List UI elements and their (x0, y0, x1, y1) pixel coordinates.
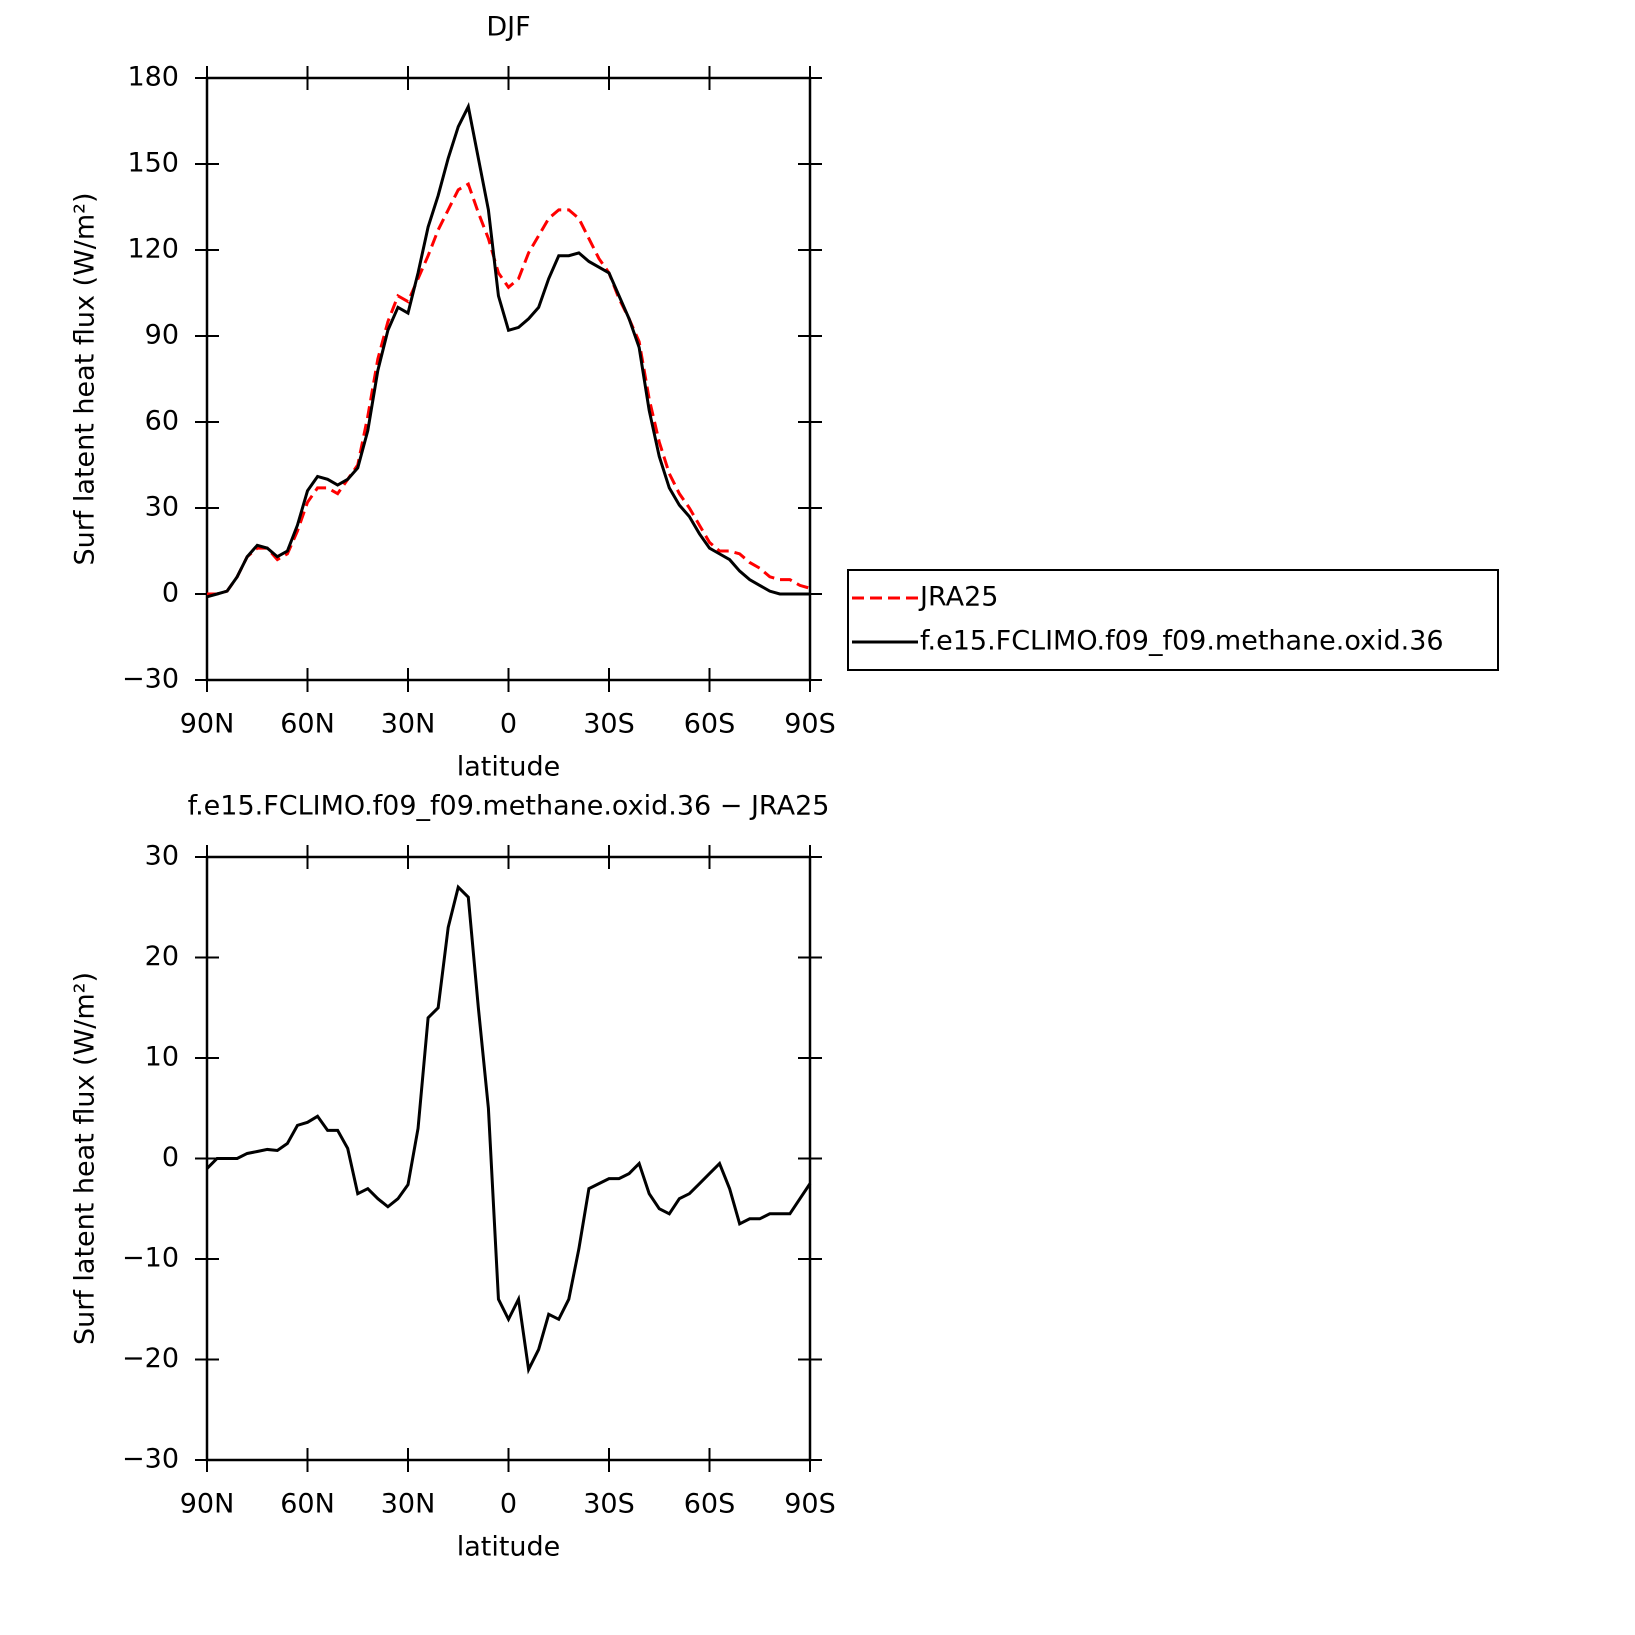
y-tick-label: 150 (127, 148, 179, 179)
x-axis-label: latitude (457, 1532, 561, 1563)
x-tick-label: 90N (180, 709, 235, 740)
x-tick-label: 30S (583, 1489, 635, 1520)
x-tick-label: 30N (381, 1489, 436, 1520)
x-tick-label: 60N (280, 1489, 335, 1520)
x-tick-label: 60N (280, 709, 335, 740)
x-tick-label: 90S (784, 709, 836, 740)
x-tick-label: 60S (684, 709, 736, 740)
y-tick-label: −30 (122, 664, 179, 695)
x-axis-label: latitude (457, 752, 561, 783)
y-tick-label: 10 (145, 1042, 179, 1073)
y-tick-label: −10 (122, 1243, 179, 1274)
y-tick-label: −20 (122, 1343, 179, 1374)
y-tick-label: 0 (162, 578, 179, 609)
series-line (206, 102, 810, 599)
y-tick-label: 30 (145, 841, 179, 872)
x-tick-label: 90N (180, 1489, 235, 1520)
series-line (205, 884, 812, 1375)
x-tick-label: 60S (684, 1489, 736, 1520)
y-tick-label: 60 (145, 406, 179, 437)
y-tick-label: 30 (145, 492, 179, 523)
x-tick-label: 30S (583, 709, 635, 740)
x-tick-label: 0 (500, 709, 517, 740)
y-tick-label: 0 (162, 1142, 179, 1173)
x-tick-label: 90S (784, 1489, 836, 1520)
chart-title: DJF (486, 12, 530, 43)
y-axis-label: Surf latent heat flux (W/m²) (70, 192, 101, 565)
x-tick-label: 0 (500, 1489, 517, 1520)
y-axis-label: Surf latent heat flux (W/m²) (70, 972, 101, 1345)
y-tick-label: −30 (122, 1444, 179, 1475)
plot-frame (205, 76, 812, 682)
y-tick-label: 120 (127, 234, 179, 265)
y-tick-label: 20 (145, 941, 179, 972)
legend-label: JRA25 (918, 582, 998, 613)
chart-title: f.e15.FCLIMO.f09_f09.methane.oxid.36 − J… (188, 791, 830, 822)
y-tick-label: 180 (127, 62, 179, 93)
legend-label: f.e15.FCLIMO.f09_f09.methane.oxid.36 (920, 626, 1444, 657)
series-line (207, 181, 811, 596)
y-tick-label: 90 (145, 320, 179, 351)
x-tick-label: 30N (381, 709, 436, 740)
plot-frame (205, 855, 812, 1462)
legend-box (847, 569, 1499, 671)
